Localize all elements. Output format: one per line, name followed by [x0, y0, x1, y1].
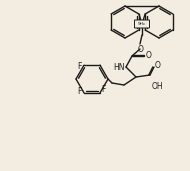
Text: OH: OH: [152, 82, 164, 91]
Text: HN: HN: [113, 62, 125, 71]
Text: F: F: [78, 87, 82, 96]
Text: O: O: [138, 45, 144, 54]
FancyBboxPatch shape: [135, 20, 150, 28]
Text: O: O: [146, 51, 152, 61]
Text: O: O: [155, 62, 161, 70]
Text: 9Hc: 9Hc: [138, 22, 146, 26]
Text: F: F: [78, 62, 82, 71]
Text: F: F: [101, 85, 105, 94]
